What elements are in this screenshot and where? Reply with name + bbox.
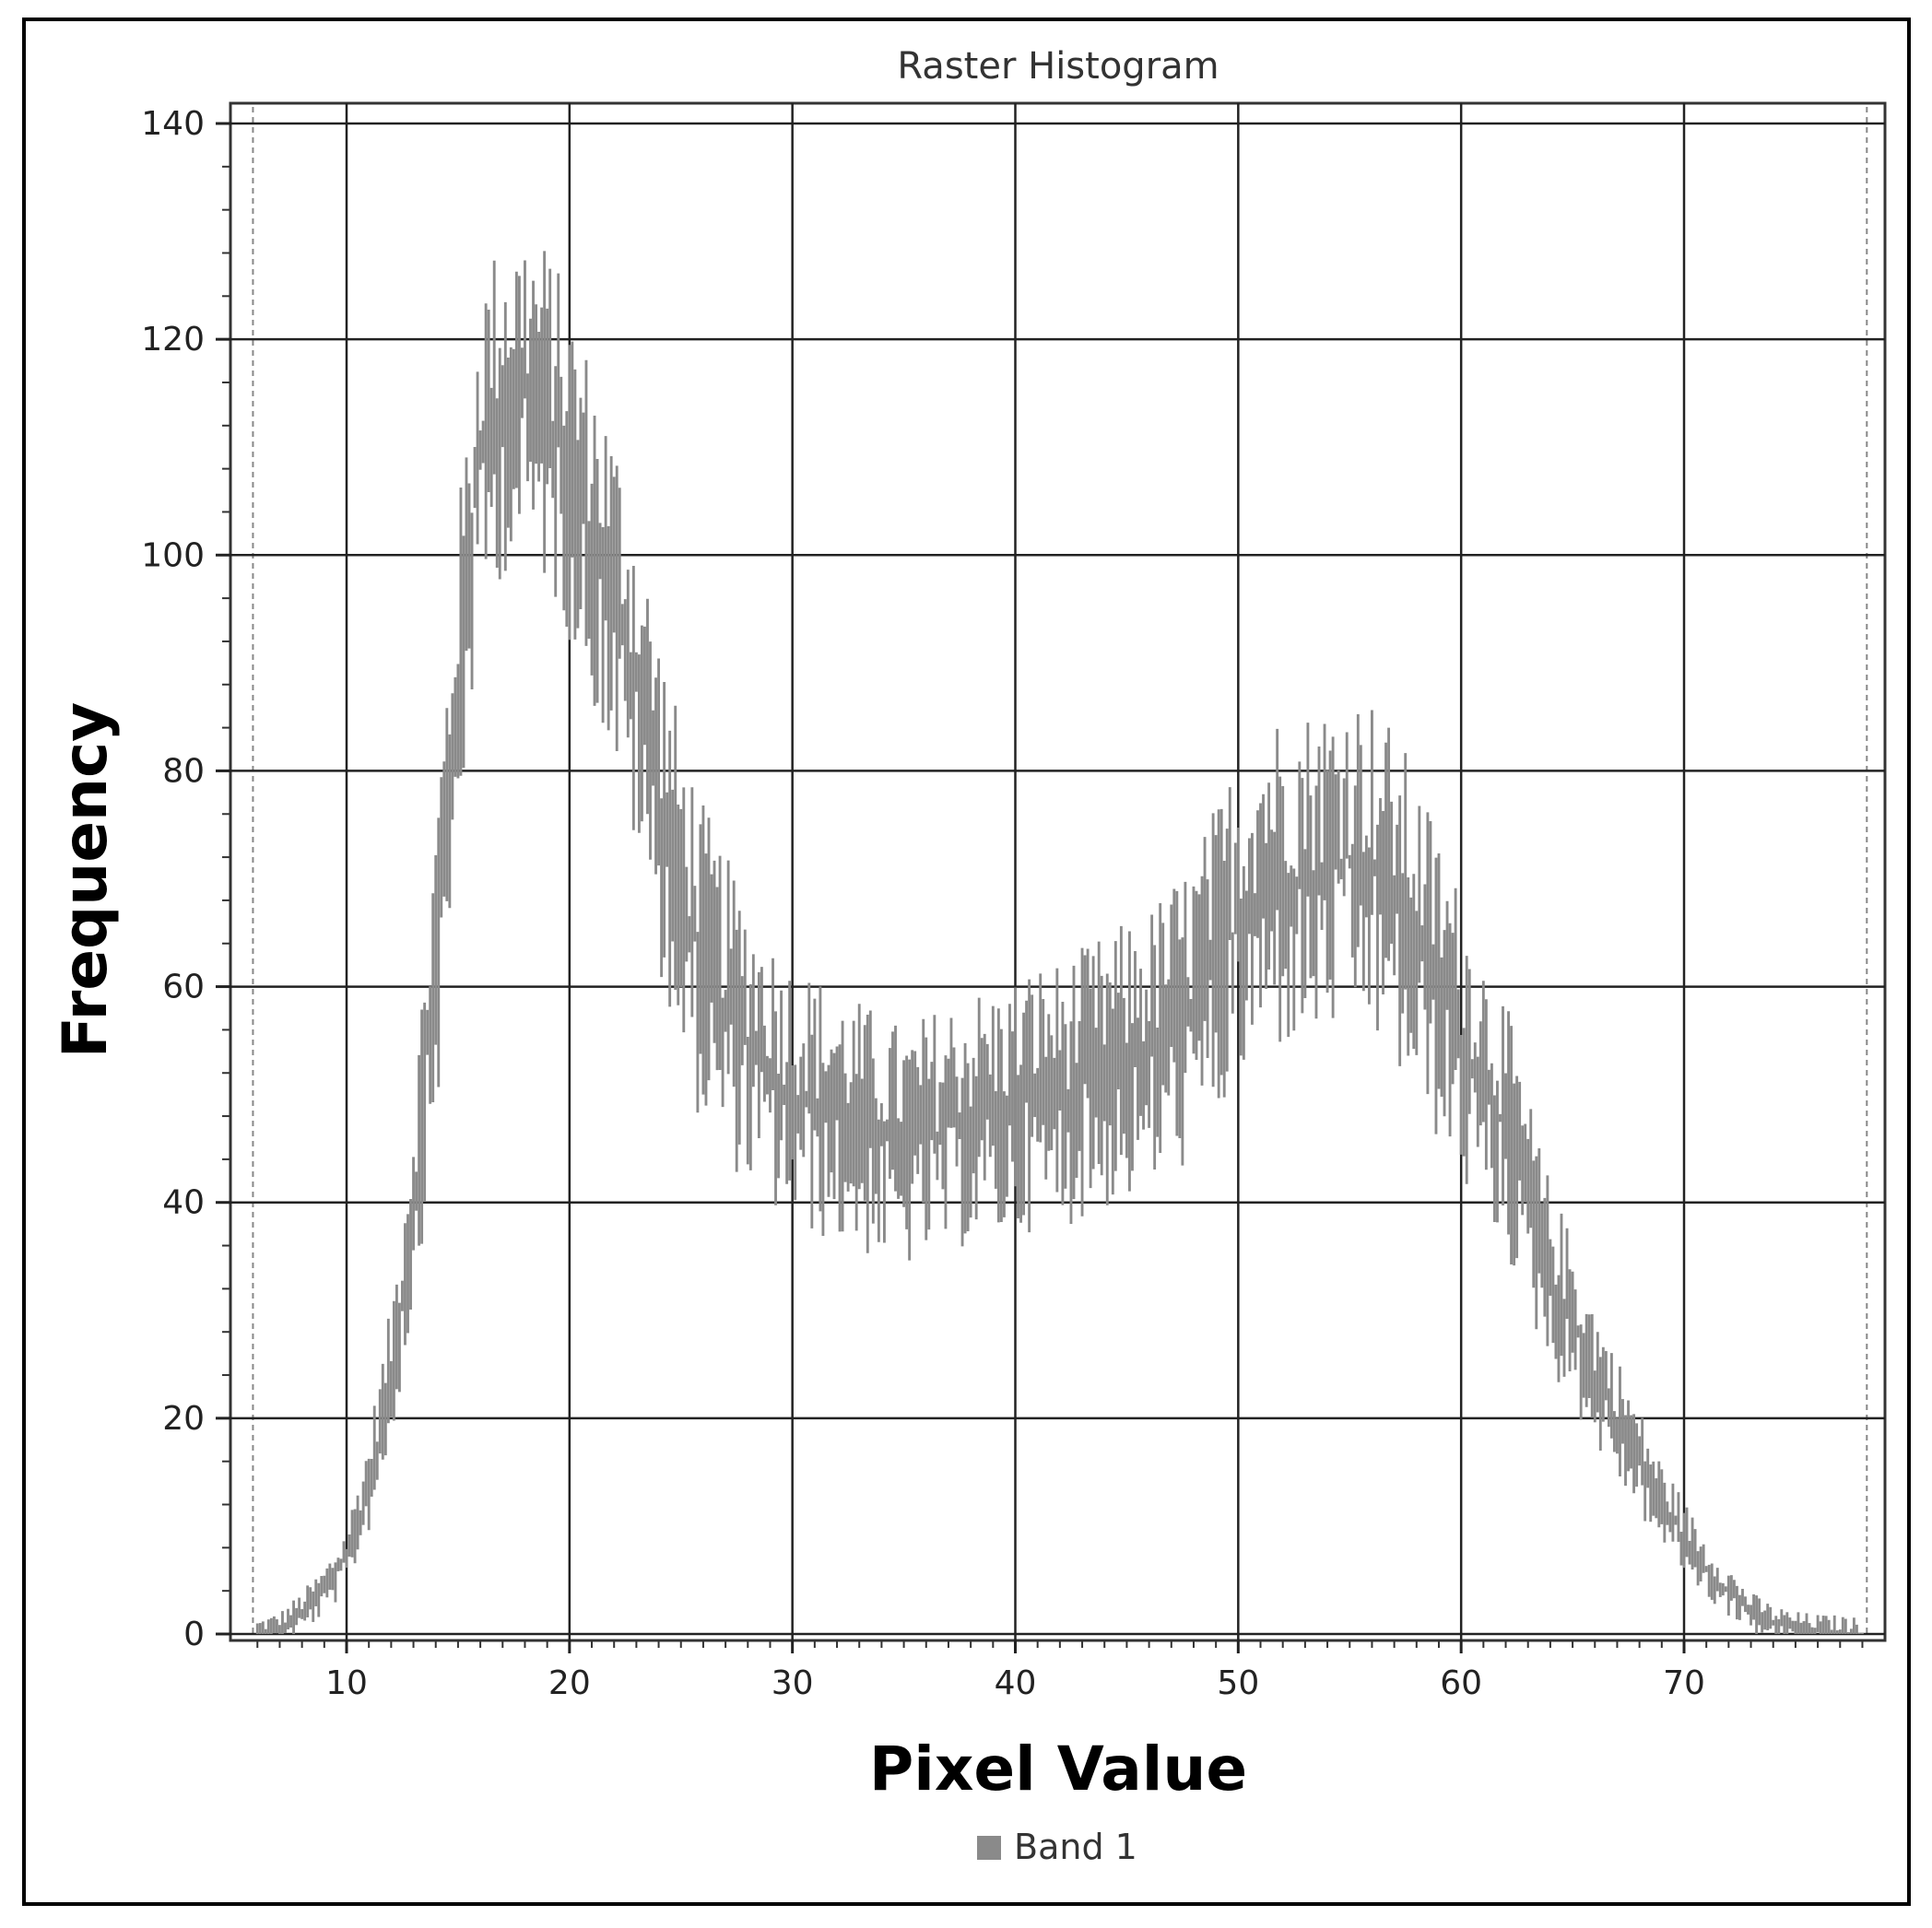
legend-label: Band 1: [1014, 1827, 1137, 1867]
tick-label-x-40: 40: [995, 1664, 1037, 1702]
tick-label-x-60: 60: [1440, 1664, 1482, 1702]
tick-label-y-0: 0: [183, 1616, 205, 1653]
tick-label-y-80: 80: [162, 752, 205, 790]
tick-label-x-10: 10: [325, 1664, 368, 1702]
chart-title: Raster Histogram: [897, 45, 1219, 88]
tick-label-y-100: 100: [141, 536, 205, 574]
axes: 10 20 30 40 50 60 70 0 20 40 60 80 100 120 140: [141, 105, 1864, 1702]
plot-area: [229, 101, 1887, 1642]
tick-label-x-70: 70: [1663, 1664, 1705, 1702]
tick-label-y-140: 140: [141, 105, 205, 143]
tick-label-x-20: 20: [548, 1664, 591, 1702]
tick-label-x-30: 30: [772, 1664, 814, 1702]
tick-label-x-50: 50: [1217, 1664, 1259, 1702]
legend[interactable]: Band 1: [977, 1827, 1137, 1867]
tick-label-y-60: 60: [162, 969, 205, 1006]
series-band-1: [255, 251, 1864, 1634]
tick-label-y-120: 120: [141, 321, 205, 359]
y-axis-label: Frequency: [50, 702, 121, 1058]
tick-label-y-40: 40: [162, 1184, 205, 1222]
tick-label-y-20: 20: [162, 1400, 205, 1438]
x-axis-label: Pixel Value: [869, 1734, 1247, 1805]
legend-swatch: [977, 1836, 1001, 1860]
